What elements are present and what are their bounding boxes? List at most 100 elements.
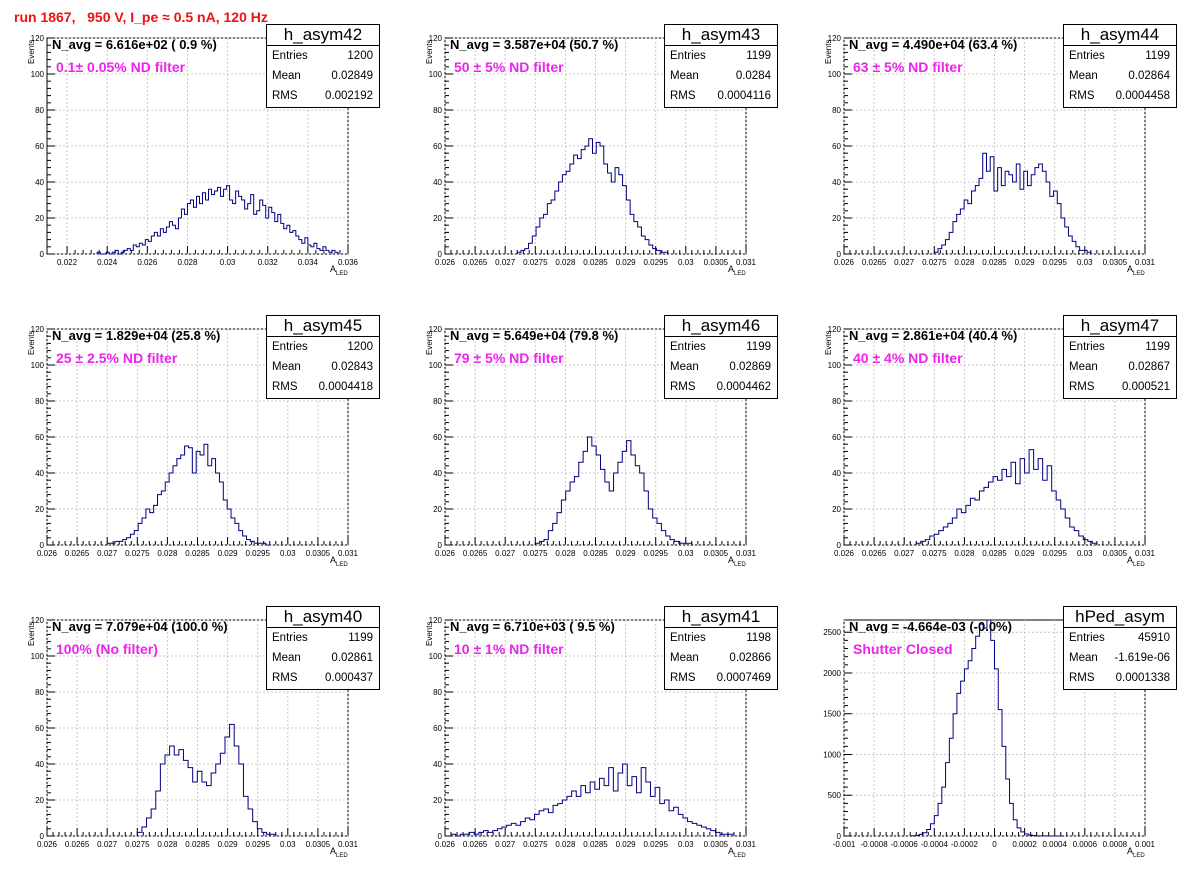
stats-mean-row: Mean -1.619e-06 (1064, 648, 1176, 668)
histogram-bin (646, 782, 651, 836)
histogram-series (915, 449, 1098, 545)
stats-mean-value: 0.02864 (1128, 70, 1170, 82)
y-tick-label: 120 (31, 34, 45, 43)
histogram-bin (544, 540, 548, 545)
histogram-bin (589, 139, 593, 254)
histogram-bin (253, 822, 258, 836)
y-axis-label: Events (824, 330, 833, 355)
histogram-bin (915, 835, 919, 836)
histogram-bin (133, 245, 136, 254)
x-tick-label: 0.034 (298, 258, 319, 267)
histogram-bin (224, 189, 227, 254)
histogram-bin (1020, 459, 1025, 545)
histogram-bin (215, 191, 218, 254)
histogram-bin (157, 236, 160, 254)
x-tick-label: 0.029 (616, 258, 637, 267)
histogram-bin (961, 681, 965, 836)
histogram-bin (151, 809, 156, 836)
histogram-bin (711, 831, 716, 836)
x-tick-label: 0.029 (218, 549, 239, 558)
histogram-bin (200, 455, 204, 545)
n-avg-label: N_avg = 1.829e+04 (25.8 %) (52, 328, 221, 343)
histogram-bin (451, 834, 456, 836)
histogram-bin (623, 764, 628, 836)
y-tick-label: 20 (433, 796, 442, 805)
histogram-bin (497, 829, 502, 836)
x-tick-label: 0.031 (338, 549, 359, 558)
histogram-bin (212, 459, 216, 545)
stats-mean-value: 0.02861 (331, 652, 373, 664)
histogram-bin (1083, 250, 1087, 254)
histogram-bin (544, 214, 548, 254)
x-tick-label: 0.0265 (463, 840, 488, 849)
x-axis-label-main: A (330, 846, 337, 856)
histogram-bin (540, 218, 544, 254)
histogram-bin (323, 247, 326, 254)
histogram-bin (181, 209, 184, 254)
stats-rms-row: RMS 0.0001338 (1064, 668, 1176, 688)
histogram-bin (644, 491, 648, 545)
histogram-bin (986, 171, 990, 254)
histogram-bin (964, 669, 968, 836)
histogram-bin (521, 822, 526, 836)
y-tick-label: 120 (31, 325, 45, 334)
histogram-bin (243, 536, 247, 545)
histogram-bin (525, 818, 530, 836)
x-tick-label: 0.0275 (523, 258, 548, 267)
histogram-bin (130, 250, 133, 254)
histogram-bin (579, 462, 583, 545)
histogram-bin (938, 249, 942, 254)
histogram-bin (525, 249, 529, 254)
x-tick-label: 0.0305 (704, 840, 729, 849)
y-axis-label: Events (27, 330, 36, 355)
histogram-bin (957, 214, 961, 254)
histogram-bin (934, 252, 938, 254)
histogram-bin (697, 825, 702, 836)
histogram-bin (196, 196, 199, 254)
histogram-series (933, 152, 1092, 254)
histogram-bin (608, 173, 612, 254)
histogram-bin (239, 531, 243, 545)
histogram-bin (648, 509, 652, 545)
histogram-bin (953, 222, 957, 254)
histogram-bin (332, 250, 335, 254)
stats-entries-label: Entries (272, 50, 308, 62)
histogram-bin (991, 640, 995, 836)
x-axis-label-subscript: LED (1133, 852, 1145, 859)
histogram-series (516, 138, 669, 254)
x-tick-label: 0.0004 (1042, 840, 1067, 849)
histogram-bin (934, 816, 938, 836)
x-tick-label: 0.0265 (862, 258, 887, 267)
x-tick-label: 0.027 (495, 549, 516, 558)
x-axis-label: ALED (728, 555, 746, 568)
histogram-series (96, 185, 339, 255)
histogram-bin (581, 150, 585, 254)
x-tick-label: 0.031 (1135, 549, 1156, 558)
y-tick-label: 0 (40, 541, 45, 550)
histogram-panel-h_asym46: 0.026 0.0265 0.027 0.0275 0.028 0.0285 0.029 0.… (398, 291, 796, 581)
histogram-bin (657, 523, 661, 545)
histogram-bin (921, 541, 926, 545)
histogram-bin (166, 227, 169, 254)
histogram-bin (555, 191, 559, 254)
histogram-bin (148, 241, 151, 254)
histogram-bin (1002, 746, 1006, 836)
histogram-bin (124, 250, 127, 254)
histogram-bin (540, 541, 544, 545)
x-tick-label: 0.0285 (583, 549, 608, 558)
stats-mean-row: Mean 0.02849 (267, 66, 379, 86)
stats-entries-label: Entries (670, 341, 706, 353)
histogram-bin (1021, 832, 1025, 836)
filter-label: Shutter Closed (853, 641, 953, 657)
histogram-bin (618, 462, 622, 545)
histogram-bin (1076, 247, 1080, 254)
y-tick-label: 40 (35, 760, 44, 769)
histogram-panel-h_asym47: 0.026 0.0265 0.027 0.0275 0.028 0.0285 0.029 0.… (797, 291, 1195, 581)
histogram-bin (572, 791, 577, 836)
x-tick-label: 0.029 (616, 840, 637, 849)
x-tick-label: 0.028 (157, 549, 178, 558)
histogram-bin (661, 531, 665, 545)
stats-entries-label: Entries (272, 632, 308, 644)
histogram-bin (203, 193, 206, 254)
x-tick-label: 0.031 (338, 840, 359, 849)
